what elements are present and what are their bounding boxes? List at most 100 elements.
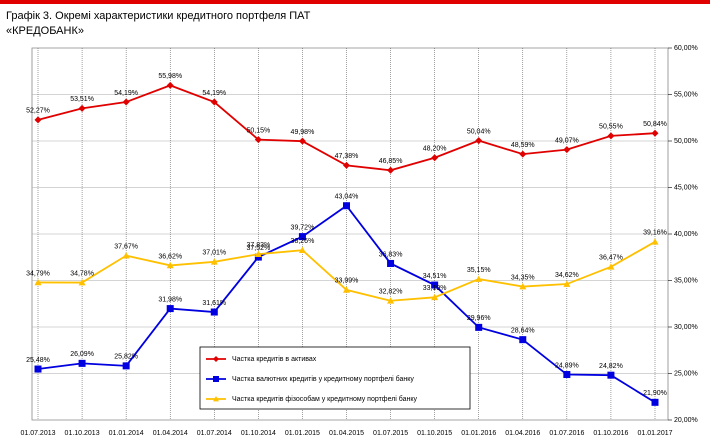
- marker: [210, 98, 218, 106]
- x-tick-label: 01.01.2014: [109, 430, 144, 437]
- marker: [254, 253, 262, 261]
- data-label: 39,16%: [643, 230, 667, 237]
- marker: [651, 238, 659, 245]
- marker: [519, 150, 527, 158]
- data-label: 35,15%: [467, 267, 491, 274]
- data-label: 33,19%: [423, 285, 447, 292]
- data-label: 36,62%: [158, 253, 182, 260]
- data-label: 34,51%: [423, 273, 447, 280]
- y-tick-label: 20,00%: [674, 417, 698, 424]
- data-label: 50,55%: [599, 124, 623, 131]
- data-label: 37,52%: [246, 245, 270, 252]
- data-label: 48,59%: [511, 142, 535, 149]
- marker: [78, 359, 86, 367]
- data-label: 43,04%: [335, 194, 359, 201]
- data-label: 26,09%: [70, 351, 94, 358]
- data-label: 34,78%: [70, 270, 94, 277]
- x-tick-label: 01.07.2016: [549, 430, 584, 437]
- marker: [519, 336, 527, 344]
- marker: [563, 280, 571, 287]
- marker: [387, 259, 395, 267]
- marker: [254, 136, 262, 144]
- marker: [34, 365, 42, 373]
- x-tick-label: 01.10.2014: [241, 430, 276, 437]
- marker: [475, 323, 483, 331]
- y-tick-label: 25,00%: [674, 370, 698, 377]
- data-label: 38,26%: [291, 238, 315, 245]
- marker: [34, 278, 42, 286]
- x-tick-label: 01.04.2014: [153, 430, 188, 437]
- data-label: 50,04%: [467, 128, 491, 135]
- marker: [651, 398, 659, 406]
- data-label: 36,83%: [379, 251, 403, 258]
- x-tick-label: 01.07.2013: [20, 430, 55, 437]
- data-label: 50,15%: [246, 127, 270, 134]
- data-label: 54,19%: [114, 90, 138, 97]
- data-label: 33,99%: [335, 278, 359, 285]
- y-tick-label: 50,00%: [674, 138, 698, 145]
- x-tick-label: 01.04.2016: [505, 430, 540, 437]
- legend: Частка кредитів в активах Частка валютних…: [199, 346, 471, 410]
- x-tick-label: 01.07.2014: [197, 430, 232, 437]
- data-label: 25,82%: [114, 354, 138, 361]
- y-tick-label: 55,00%: [674, 91, 698, 98]
- data-label: 53,51%: [70, 96, 94, 103]
- data-label: 34,62%: [555, 272, 579, 279]
- marker: [343, 202, 350, 210]
- legend-label: Частка кредитів в активах: [232, 355, 317, 363]
- marker: [298, 137, 306, 145]
- marker: [122, 252, 130, 259]
- marker: [607, 263, 615, 270]
- marker: [254, 250, 262, 257]
- x-tick-label: 01.10.2015: [417, 430, 452, 437]
- marker: [166, 261, 174, 269]
- y-tick-label: 60,00%: [674, 45, 698, 52]
- chart-title: Графік 3. Окремі характеристики кредитно…: [6, 10, 311, 37]
- marker: [475, 275, 483, 282]
- legend-label: Частка валютних кредитів у кредитному по…: [232, 375, 414, 383]
- marker: [431, 281, 439, 289]
- marker: [210, 258, 218, 265]
- x-tick-label: 01.01.2017: [637, 430, 672, 437]
- data-label: 37,83%: [246, 242, 270, 249]
- data-label: 32,82%: [379, 289, 403, 296]
- legend-label: Частка кредитів фізособам у кредитному п…: [232, 395, 418, 403]
- data-label: 52,27%: [26, 108, 50, 115]
- x-tick-label: 01.07.2015: [373, 430, 408, 437]
- x-tick-label: 01.01.2015: [285, 430, 320, 437]
- marker: [607, 132, 615, 140]
- x-tick-label: 01.04.2015: [329, 430, 364, 437]
- data-label: 50,84%: [643, 121, 667, 128]
- marker: [563, 146, 571, 154]
- marker: [210, 308, 218, 316]
- y-tick-label: 35,00%: [674, 277, 698, 284]
- data-label: 54,19%: [202, 90, 226, 97]
- marker: [343, 161, 350, 169]
- x-tick-label: 01.01.2016: [461, 430, 496, 437]
- marker: [298, 233, 306, 241]
- marker: [122, 362, 130, 370]
- data-label: 21,90%: [643, 390, 667, 397]
- marker: [78, 104, 86, 112]
- data-label: 55,98%: [158, 73, 182, 80]
- marker: [607, 371, 615, 379]
- marker: [387, 297, 395, 304]
- data-label: 28,64%: [511, 327, 535, 334]
- data-label: 31,61%: [202, 300, 226, 307]
- marker: [431, 154, 439, 162]
- data-label: 49,07%: [555, 137, 579, 144]
- data-label: 34,35%: [511, 274, 535, 281]
- marker: [166, 305, 174, 313]
- marker: [475, 137, 483, 145]
- data-label: 37,67%: [114, 244, 138, 251]
- marker: [213, 376, 219, 382]
- marker: [651, 129, 659, 137]
- data-label: 24,82%: [599, 363, 623, 370]
- data-label: 29,96%: [467, 315, 491, 322]
- y-tick-label: 40,00%: [674, 231, 698, 238]
- data-label: 25,48%: [26, 357, 50, 364]
- marker: [122, 98, 130, 106]
- data-label: 49,98%: [291, 129, 315, 136]
